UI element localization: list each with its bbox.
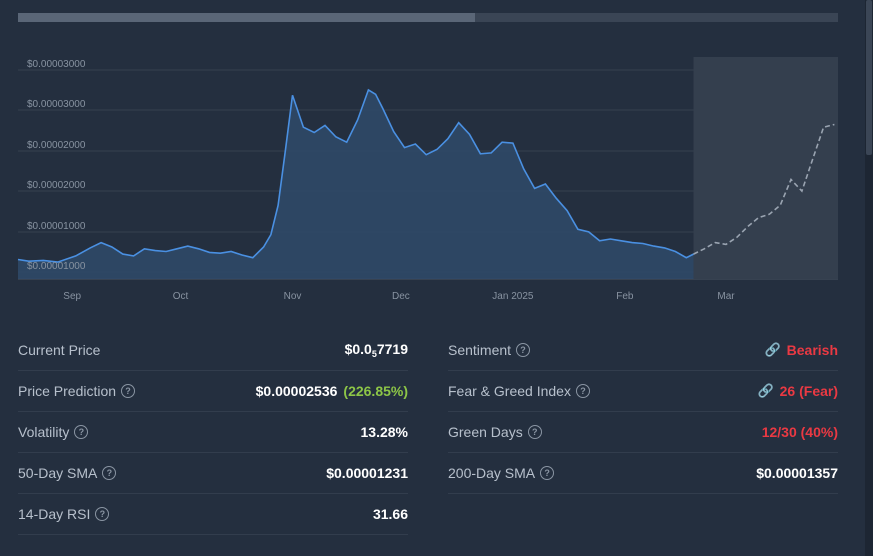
stat-fear-greed: Fear & Greed Index? 🔗 26 (Fear): [448, 371, 838, 412]
stat-label: Fear & Greed Index: [448, 383, 571, 399]
stat-value: 26 (Fear): [779, 383, 838, 399]
help-icon[interactable]: ?: [102, 466, 117, 480]
help-icon[interactable]: ?: [516, 343, 531, 357]
x-axis: Sep Oct Nov Dec Jan 2025 Feb Mar: [63, 291, 735, 302]
stat-label: 50-Day SMA: [18, 465, 98, 481]
x-tick-label: Mar: [717, 291, 735, 302]
help-icon[interactable]: ?: [121, 384, 136, 398]
prediction-area: [693, 57, 838, 279]
stats-right-column: Sentiment? 🔗 Bearish Fear & Greed Index? …: [448, 330, 838, 494]
scrollbar-thumb[interactable]: [866, 0, 872, 155]
y-axis: $0.00003000 $0.00003000 $0.00002000 $0.0000…: [27, 59, 86, 272]
current-price-main: $0.0: [344, 341, 372, 357]
stat-label: 200-Day SMA: [448, 465, 536, 481]
stat-volatility: Volatility? 13.28%: [18, 412, 408, 453]
stat-label: Price Prediction: [18, 383, 117, 399]
help-icon[interactable]: ?: [575, 384, 590, 398]
price-chart: $0.00003000 $0.00003000 $0.00002000 $0.0000…: [17, 57, 838, 302]
stat-value: $0.00001231: [326, 465, 408, 481]
stat-label: Current Price: [18, 342, 101, 358]
stat-14-day-rsi: 14-Day RSI? 31.66: [18, 494, 408, 535]
price-area-fill: [18, 89, 694, 280]
help-icon[interactable]: ?: [95, 507, 110, 521]
stat-value: 13.28%: [360, 424, 408, 440]
help-icon[interactable]: ?: [74, 425, 89, 439]
x-tick-label: Oct: [173, 291, 189, 302]
stat-label: Volatility: [18, 424, 70, 440]
price-line: [17, 88, 694, 263]
help-icon[interactable]: ?: [527, 425, 542, 439]
x-tick-label: Sep: [63, 291, 81, 302]
stat-200-day-sma: 200-Day SMA? $0.00001357: [448, 453, 838, 494]
stat-current-price: Current Price $0.057719: [18, 330, 408, 371]
stat-green-days: Green Days? 12/30 (40%): [448, 412, 838, 453]
stat-value: 31.66: [372, 506, 408, 522]
help-icon[interactable]: ?: [540, 466, 555, 480]
x-tick-label: Dec: [392, 291, 410, 302]
y-tick-label: $0.00002000: [27, 140, 86, 151]
chart-range-slider[interactable]: [18, 13, 838, 22]
x-tick-label: Jan 2025: [492, 291, 534, 302]
stat-value: $0.057719: [345, 341, 408, 359]
y-tick-label: $0.00003000: [27, 59, 86, 70]
x-tick-label: Feb: [616, 291, 634, 302]
link-icon: 🔗: [757, 383, 774, 398]
y-tick-label: $0.00001000: [27, 221, 86, 232]
stat-value: $0.00002536: [255, 383, 338, 399]
stat-label: Green Days: [448, 424, 523, 440]
stat-value: 12/30 (40%): [761, 424, 838, 440]
link-icon: 🔗: [764, 342, 781, 357]
prediction-change: (226.85%): [343, 383, 408, 399]
y-tick-label: $0.00003000: [27, 99, 86, 110]
stats-left-column: Current Price $0.057719 Price Prediction…: [18, 330, 408, 535]
y-tick-label: $0.00001000: [27, 261, 86, 272]
chart-range-handle[interactable]: [18, 13, 475, 22]
stat-price-prediction: Price Prediction? $0.00002536 (226.85%): [18, 371, 408, 412]
prediction-line: [693, 123, 835, 255]
current-price-zero-count: 5: [371, 349, 377, 359]
stat-value: $0.00001357: [756, 465, 838, 481]
y-tick-label: $0.00002000: [27, 180, 86, 191]
stat-value: Bearish: [786, 342, 838, 358]
page-scrollbar[interactable]: [865, 0, 873, 556]
current-price-tail: 7719: [376, 341, 408, 357]
stat-50-day-sma: 50-Day SMA? $0.00001231: [18, 453, 408, 494]
stat-label: 14-Day RSI: [18, 506, 91, 522]
stat-label: Sentiment: [448, 342, 512, 358]
x-tick-label: Nov: [284, 291, 302, 302]
stat-sentiment: Sentiment? 🔗 Bearish: [448, 330, 838, 371]
